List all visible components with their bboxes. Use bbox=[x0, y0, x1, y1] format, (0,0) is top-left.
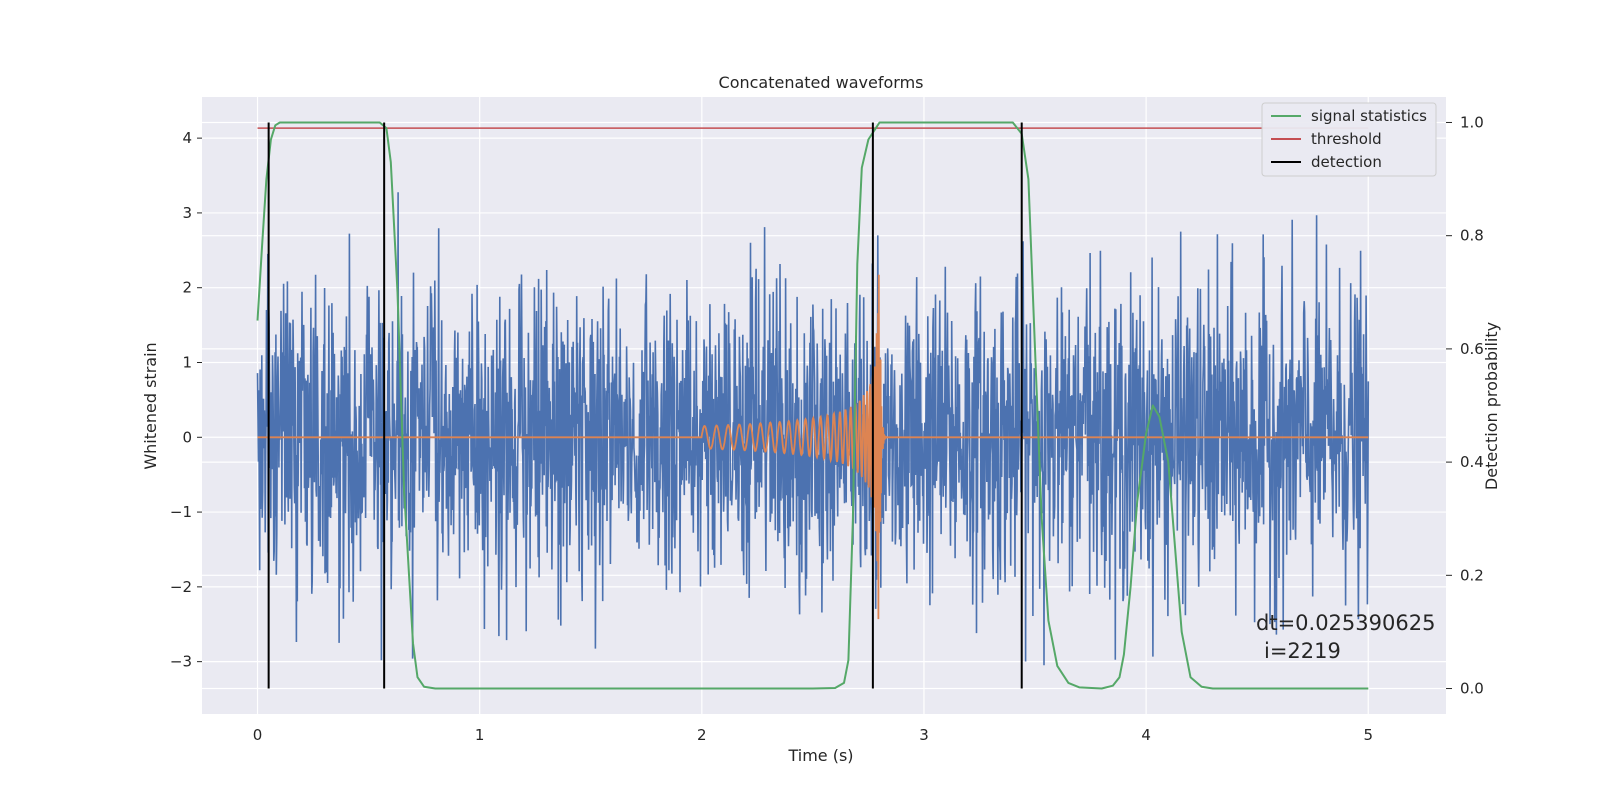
y-tick-label: 2 bbox=[182, 279, 192, 297]
strain-line bbox=[256, 192, 1370, 666]
legend-label-signal-statistics: signal statistics bbox=[1311, 107, 1427, 125]
yr-tick-label: 0.6 bbox=[1460, 340, 1484, 358]
y-tick-label: −3 bbox=[170, 653, 192, 671]
x-axis-label: Time (s) bbox=[787, 746, 853, 765]
injection-line bbox=[257, 274, 1369, 620]
annotation-dt: dt=0.025390625 bbox=[1256, 611, 1435, 635]
yr-tick-label: 0.4 bbox=[1460, 453, 1484, 471]
y-tick-label: −2 bbox=[170, 578, 192, 596]
annotation-index: i=2219 bbox=[1264, 639, 1341, 663]
y-tick-label: 1 bbox=[182, 353, 192, 371]
legend-label-threshold: threshold bbox=[1311, 130, 1382, 148]
x-tick-label: 4 bbox=[1141, 726, 1151, 744]
x-tick-label: 2 bbox=[697, 726, 707, 744]
x-tick-label: 1 bbox=[475, 726, 485, 744]
chart-title: Concatenated waveforms bbox=[719, 73, 924, 92]
yr-tick-label: 0.2 bbox=[1460, 566, 1484, 584]
legend: signal statistics threshold detection bbox=[1261, 102, 1437, 177]
yr-tick-label: 1.0 bbox=[1460, 113, 1484, 131]
legend-box bbox=[1261, 102, 1437, 177]
strain-series bbox=[256, 192, 1370, 666]
y-axis-label: Whitened strain bbox=[141, 342, 160, 469]
y-tick-label: 4 bbox=[182, 129, 192, 147]
y-tick-label: 0 bbox=[182, 428, 192, 446]
y-tick-label: −1 bbox=[170, 503, 192, 521]
x-tick-label: 0 bbox=[253, 726, 263, 744]
y-right-axis-label: Detection probability bbox=[1482, 322, 1501, 490]
x-tick-label: 5 bbox=[1363, 726, 1373, 744]
yr-tick-label: 0.8 bbox=[1460, 227, 1484, 245]
injection-series bbox=[257, 274, 1369, 620]
legend-label-detection: detection bbox=[1311, 153, 1382, 171]
x-ticks: 0 1 2 3 4 5 bbox=[253, 726, 1373, 744]
yr-tick-label: 0.0 bbox=[1460, 680, 1484, 698]
signal-statistics-line bbox=[256, 121, 1369, 690]
x-tick-label: 3 bbox=[919, 726, 929, 744]
y-right-ticks: 0.0 0.2 0.4 0.6 0.8 1.0 bbox=[1446, 113, 1484, 698]
probability-layer bbox=[256, 121, 1369, 690]
y-ticks: −3 −2 −1 0 1 2 3 4 bbox=[170, 129, 202, 671]
y-tick-label: 3 bbox=[182, 204, 192, 222]
